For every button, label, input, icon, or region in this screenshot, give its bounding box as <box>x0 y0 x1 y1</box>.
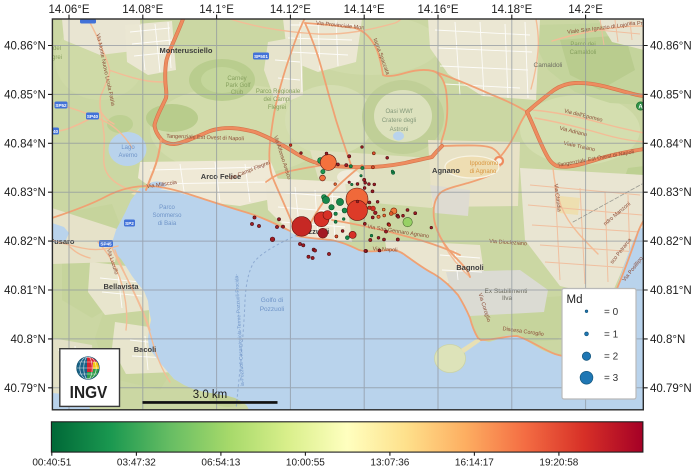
svg-text:Lago: Lago <box>121 145 135 151</box>
svg-text:40.81°N: 40.81°N <box>650 285 692 297</box>
svg-text:Discesa Coroglio: Discesa Coroglio <box>502 326 544 338</box>
svg-text:Camaldoli: Camaldoli <box>534 62 563 69</box>
svg-text:Parco: Parco <box>159 205 175 211</box>
svg-text:40.83°N: 40.83°N <box>4 187 46 199</box>
svg-text:Via Miliscola: Via Miliscola <box>146 180 178 190</box>
svg-text:40.84°N: 40.84°N <box>650 138 692 150</box>
svg-text:di Baia: di Baia <box>158 221 177 227</box>
svg-text:40.81°N: 40.81°N <box>4 285 46 297</box>
svg-text:SP501: SP501 <box>254 54 268 59</box>
svg-text:14.06°E: 14.06°E <box>48 4 89 16</box>
svg-text:Ilva: Ilva <box>502 295 513 302</box>
svg-text:Via Napoli: Via Napoli <box>372 246 397 253</box>
svg-text:= 1: = 1 <box>604 329 619 340</box>
svg-text:dei Campi: dei Campi <box>263 97 290 103</box>
svg-text:Tangenziale Est Ovest di Napol: Tangenziale Est Ovest di Napoli <box>166 134 244 143</box>
svg-text:13:07:36: 13:07:36 <box>370 458 409 469</box>
svg-text:10:00:55: 10:00:55 <box>286 458 325 469</box>
svg-text:40.86°N: 40.86°N <box>4 41 46 53</box>
svg-text:del: del <box>53 46 61 52</box>
svg-text:Md: Md <box>567 294 583 306</box>
svg-text:Golfo di: Golfo di <box>261 297 283 304</box>
svg-text:Oasi WWf: Oasi WWf <box>386 109 413 115</box>
svg-text:= 2: = 2 <box>604 352 619 363</box>
svg-text:14.16°E: 14.16°E <box>417 4 458 16</box>
svg-text:19:20:58: 19:20:58 <box>539 458 578 469</box>
svg-text:SP2: SP2 <box>125 221 134 226</box>
svg-text:Arco Felice: Arco Felice <box>201 172 241 181</box>
svg-text:Camaldoli: Camaldoli <box>570 50 597 56</box>
svg-text:14.12°E: 14.12°E <box>270 4 311 16</box>
svg-text:Bacoli: Bacoli <box>134 345 157 354</box>
svg-text:40.82°N: 40.82°N <box>650 236 692 248</box>
svg-text:40.82°N: 40.82°N <box>4 236 46 248</box>
svg-text:Via Provinciale Mon: Via Provinciale Mon <box>316 20 365 31</box>
svg-text:Flegrei: Flegrei <box>268 105 286 111</box>
svg-text:A: A <box>638 105 643 111</box>
svg-text:14.08°E: 14.08°E <box>122 4 163 16</box>
svg-text:Pozzuoli: Pozzuoli <box>260 306 285 313</box>
svg-text:via Pro: via Pro <box>628 21 645 27</box>
svg-text:00:40:51: 00:40:51 <box>32 458 71 469</box>
svg-text:14.1°E: 14.1°E <box>199 4 234 16</box>
svg-text:SP40: SP40 <box>87 114 99 119</box>
svg-text:40.8°N: 40.8°N <box>650 334 685 346</box>
svg-text:Carney: Carney <box>227 76 246 82</box>
svg-text:Bellavista: Bellavista <box>103 282 139 291</box>
svg-text:ia-Pozzuoli-Casamicciola-Terme: ia-Pozzuoli-Casamicciola-Terme-Pozzuoli-… <box>234 274 246 387</box>
svg-text:Via Claudia: Via Claudia <box>552 184 561 213</box>
svg-text:Sommerso: Sommerso <box>152 213 182 219</box>
svg-text:Park Golf: Park Golf <box>225 83 250 89</box>
svg-text:INGV: INGV <box>70 383 108 402</box>
svg-text:= 3: = 3 <box>604 373 619 384</box>
svg-text:Bagnoli: Bagnoli <box>456 263 484 272</box>
svg-text:Agnano: Agnano <box>432 166 460 175</box>
svg-text:di Agnano: di Agnano <box>470 169 497 175</box>
svg-text:Club: Club <box>231 90 244 96</box>
svg-text:SP52: SP52 <box>55 103 67 108</box>
svg-text:14.18°E: 14.18°E <box>491 4 532 16</box>
svg-text:40.79°N: 40.79°N <box>650 383 692 395</box>
svg-text:40.86°N: 40.86°N <box>650 41 692 53</box>
svg-text:Cratere degli: Cratere degli <box>382 118 416 124</box>
svg-text:14.14°E: 14.14°E <box>344 4 385 16</box>
svg-text:40.84°N: 40.84°N <box>4 138 46 150</box>
svg-text:SP45: SP45 <box>100 241 112 246</box>
svg-text:Averno: Averno <box>119 153 139 159</box>
svg-text:Astroni: Astroni <box>390 127 409 133</box>
svg-text:3.0 km: 3.0 km <box>193 389 228 401</box>
svg-text:= 0: = 0 <box>604 307 619 318</box>
svg-text:Ex Stabilimenti: Ex Stabilimenti <box>485 288 528 295</box>
svg-text:40.85°N: 40.85°N <box>650 89 692 101</box>
svg-text:40.83°N: 40.83°N <box>650 187 692 199</box>
svg-text:Pozzuoli: Pozzuoli <box>299 227 329 236</box>
svg-text:Ippodromo: Ippodromo <box>470 161 499 167</box>
svg-text:14.2°E: 14.2°E <box>568 4 603 16</box>
svg-text:Monterusciello: Monterusciello <box>160 46 213 55</box>
svg-text:06:54:13: 06:54:13 <box>201 458 240 469</box>
svg-text:40: 40 <box>53 129 59 134</box>
svg-text:grei: grei <box>52 55 62 61</box>
svg-text:03:47:32: 03:47:32 <box>117 458 156 469</box>
svg-text:40.85°N: 40.85°N <box>4 89 46 101</box>
svg-text:40.79°N: 40.79°N <box>4 383 46 395</box>
svg-text:40.8°N: 40.8°N <box>11 334 46 346</box>
svg-text:Via Diocleziano: Via Diocleziano <box>489 239 527 248</box>
svg-text:Parco Regionale: Parco Regionale <box>256 89 301 95</box>
svg-text:16:14:17: 16:14:17 <box>455 458 494 469</box>
